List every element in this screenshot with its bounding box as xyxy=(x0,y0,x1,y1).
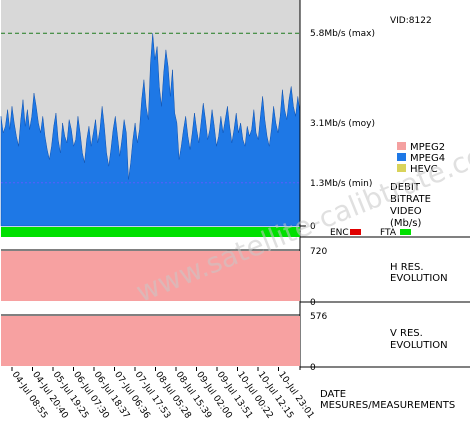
bitrate-title-3: VIDEO xyxy=(390,206,422,217)
hres-band xyxy=(1,251,300,301)
fta-label: FTA xyxy=(380,228,397,238)
max-label: 5.8Mb/s (max) xyxy=(310,29,375,39)
enc-label: ENC xyxy=(330,228,349,238)
legend-swatch-hevc xyxy=(397,164,406,172)
fta-swatch xyxy=(400,229,411,235)
vres-title-2: EVOLUTION xyxy=(390,340,448,351)
vid-label: VID:8122 xyxy=(390,16,432,26)
vres-title-1: V RES. xyxy=(390,328,423,339)
hres-title-1: H RES. xyxy=(390,262,424,273)
legend-swatch-mpeg2 xyxy=(397,142,406,150)
xlabel-measurements: MESURES/MEASUREMENTS xyxy=(320,400,455,411)
xlabel-date: DATE xyxy=(320,389,346,400)
legend-label-mpeg2: MPEG2 xyxy=(410,142,445,153)
bitrate-area-layer xyxy=(0,33,301,227)
bitrate-title-4: (Mb/s) xyxy=(390,218,421,229)
hres-value: 720 xyxy=(310,247,327,257)
hres-title-2: EVOLUTION xyxy=(390,273,448,284)
bitrate-title-2: BITRATE xyxy=(390,194,431,205)
enc-swatch xyxy=(350,229,361,235)
mpeg4-bitrate-area xyxy=(0,33,301,227)
hres-zero-label: 0 xyxy=(310,298,316,308)
bitrate-title-1: DEBIT xyxy=(390,182,421,193)
vres-zero-label: 0 xyxy=(310,363,316,373)
legend-label-hevc: HEVC xyxy=(410,164,438,175)
vres-band xyxy=(1,316,300,366)
legend-label-mpeg4: MPEG4 xyxy=(410,153,445,164)
vres-value: 576 xyxy=(310,312,327,322)
mean-label: 3.1Mb/s (moy) xyxy=(310,119,375,129)
legend-swatch-mpeg4 xyxy=(397,153,406,161)
min-label: 1.3Mb/s (min) xyxy=(310,179,372,189)
zero-label-bitrate: 0 xyxy=(310,222,316,232)
enc-fta-strip xyxy=(1,227,300,237)
